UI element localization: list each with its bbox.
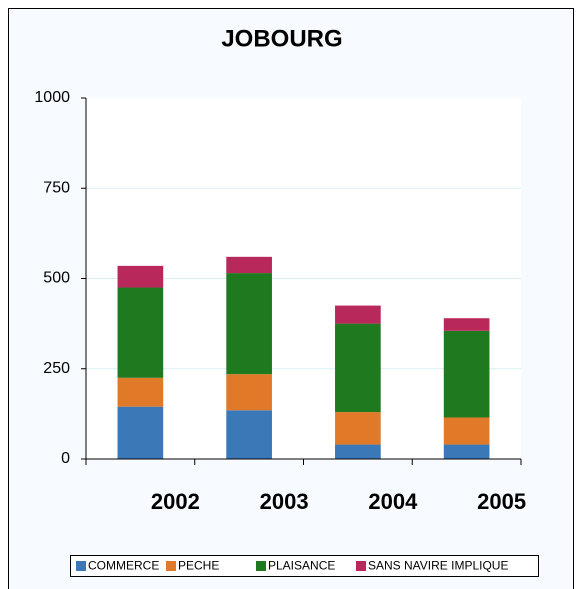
- x-tick-label: 2004: [368, 489, 418, 514]
- bar-segment: [117, 377, 164, 407]
- x-tick-label: 2005: [477, 489, 526, 514]
- bar-segment: [443, 318, 490, 331]
- y-tick-label: 500: [43, 270, 70, 287]
- y-tick-label: 0: [61, 450, 70, 467]
- legend-box: [70, 555, 539, 577]
- legend-label: SANS NAVIRE IMPLIQUE: [368, 559, 508, 573]
- bar-segment: [226, 374, 272, 411]
- bar-segment: [117, 406, 164, 459]
- x-tick-label: 2003: [260, 489, 309, 514]
- legend-label: COMMERCE: [88, 559, 159, 573]
- bar-segment: [443, 417, 490, 445]
- bar-segment: [226, 410, 272, 459]
- y-tick-label: 250: [43, 360, 70, 377]
- bar-segment: [226, 256, 272, 274]
- legend-swatch: [166, 561, 176, 571]
- bar-segment: [117, 287, 164, 378]
- legend-swatch: [256, 561, 266, 571]
- bar-segment: [335, 323, 381, 413]
- bar-segment: [117, 265, 164, 288]
- bar-segment: [443, 330, 490, 418]
- chart-title: JOBOURG: [221, 25, 342, 52]
- bar-segment: [335, 305, 381, 324]
- legend-label: PLAISANCE: [268, 559, 335, 573]
- legend-swatch: [76, 561, 86, 571]
- y-tick-label: 750: [43, 179, 70, 196]
- y-tick-label: 1000: [34, 89, 70, 106]
- legend-label: PECHE: [178, 559, 219, 573]
- x-tick-label: 2002: [151, 489, 200, 514]
- legend-swatch: [356, 561, 366, 571]
- bar-segment: [335, 412, 381, 445]
- bar-segment: [335, 444, 381, 459]
- bar-segment: [226, 273, 272, 375]
- bar-segment: [443, 444, 490, 459]
